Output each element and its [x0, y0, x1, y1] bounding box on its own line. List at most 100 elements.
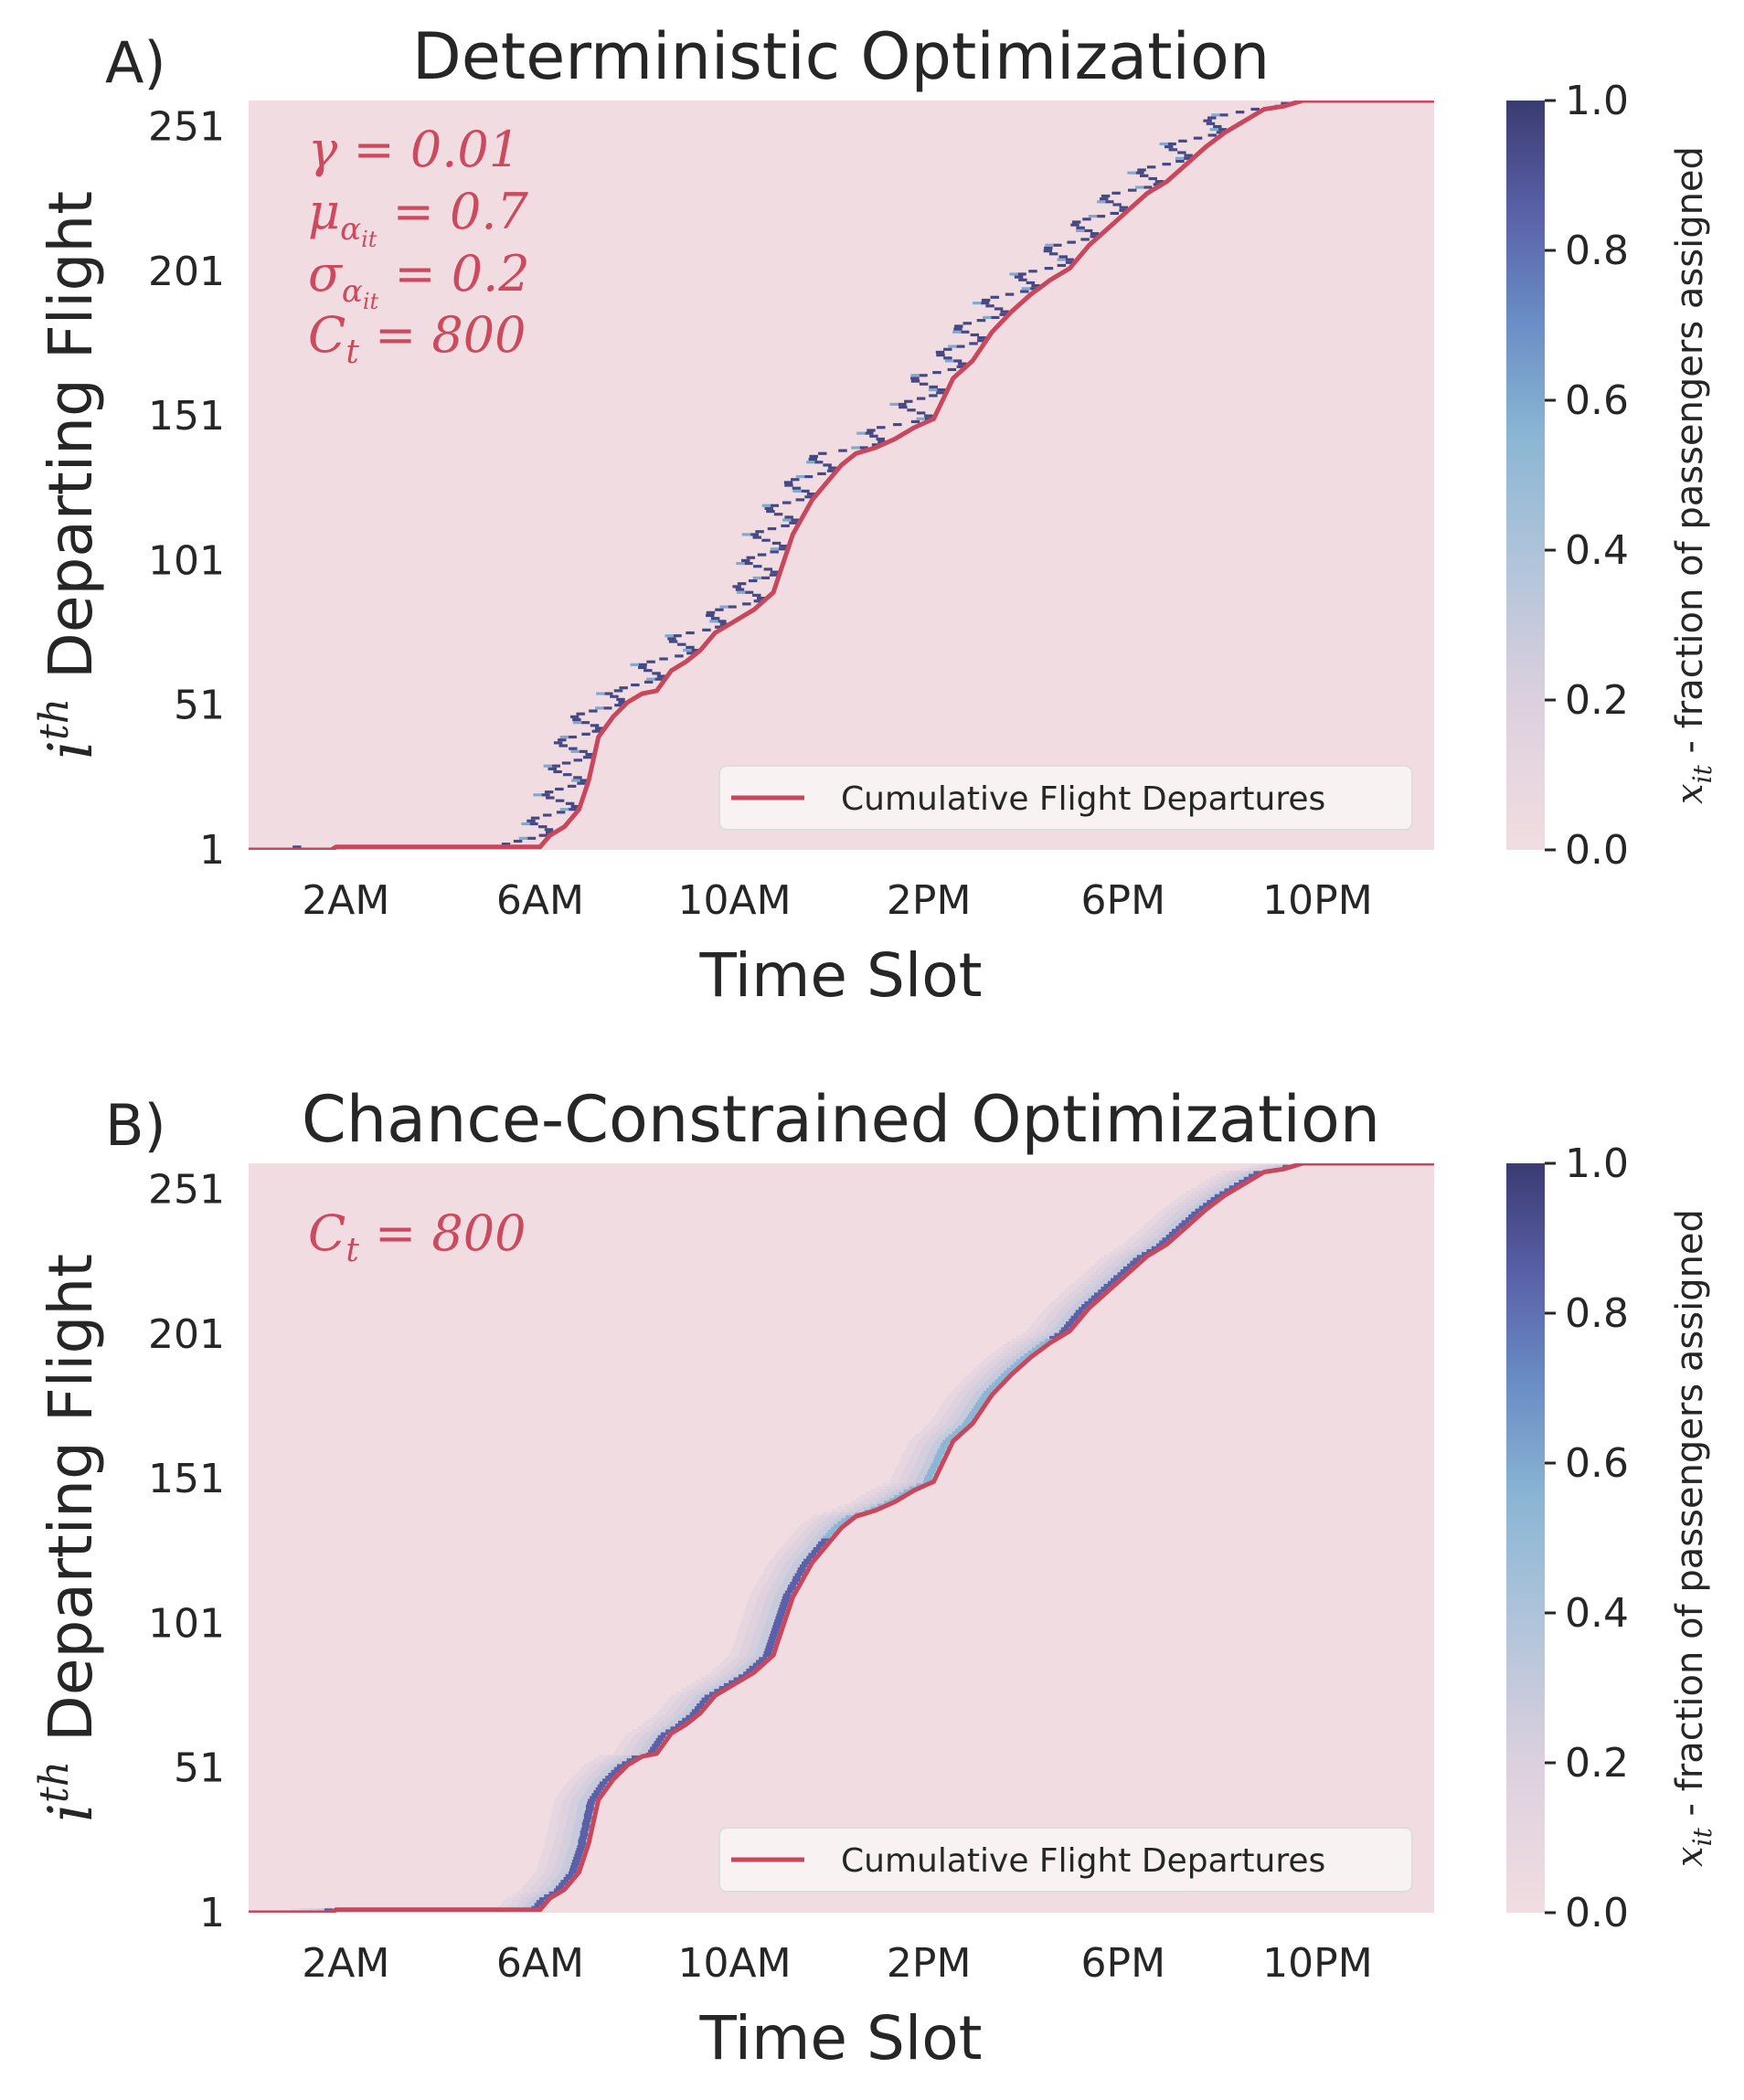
panel-b-y-axis-label: ith Departing Flight	[31, 1254, 106, 1822]
heatmap-cell	[1080, 1303, 1090, 1308]
heatmap-cell	[799, 1552, 809, 1556]
heatmap-cell	[565, 801, 575, 805]
heatmap-cell	[1143, 1231, 1154, 1236]
heatmap-cell	[572, 721, 582, 725]
heatmap-cell	[1032, 1335, 1042, 1340]
heatmap-cell	[1067, 1309, 1076, 1313]
heatmap-cell	[526, 836, 537, 840]
heatmap-cell	[554, 1836, 563, 1840]
colorbar-tick-label: 1.0	[1565, 78, 1629, 124]
heatmap-cell	[881, 1491, 891, 1496]
heatmap-cell	[1211, 113, 1220, 117]
heatmap-cell	[1137, 1248, 1147, 1253]
heatmap-cell	[938, 1407, 948, 1412]
heatmap-cell	[536, 1899, 545, 1904]
heatmap-cell	[1063, 1298, 1072, 1301]
heatmap-cell	[960, 330, 970, 334]
heatmap-cell	[589, 1784, 598, 1787]
heatmap-cell	[906, 1480, 916, 1484]
heatmap-cell	[545, 831, 555, 834]
heatmap-cell	[987, 1355, 996, 1360]
heatmap-cell	[539, 1859, 548, 1863]
heatmap-cell	[948, 1405, 958, 1409]
heatmap-cell	[689, 1711, 698, 1715]
heatmap-cell	[686, 631, 695, 635]
heatmap-cell	[645, 1725, 654, 1730]
heatmap-cell	[761, 1630, 771, 1634]
heatmap-cell	[977, 1387, 986, 1392]
heatmap-cell	[676, 642, 686, 646]
heatmap-cell	[547, 1832, 557, 1837]
heatmap-cell	[838, 449, 847, 452]
heatmap-cell	[1052, 1318, 1061, 1322]
heatmap-cell	[750, 1656, 760, 1660]
heatmap-cell	[548, 1856, 558, 1860]
heatmap-cell	[509, 1902, 518, 1906]
heatmap-cell	[1094, 1263, 1103, 1267]
heatmap-cell	[760, 1610, 770, 1614]
heatmap-cell	[792, 1532, 802, 1536]
heatmap-cell	[883, 1500, 893, 1504]
heatmap-cell	[991, 1382, 1001, 1385]
heatmap-cell	[1100, 1286, 1110, 1290]
heatmap-cell	[763, 1601, 772, 1606]
heatmap-cell	[889, 1480, 899, 1484]
heatmap-cell	[564, 1856, 574, 1860]
heatmap-cell	[694, 1705, 703, 1710]
heatmap-cell	[803, 1538, 814, 1542]
heatmap-cell	[791, 1543, 801, 1547]
heatmap-cell	[808, 1523, 818, 1527]
heatmap-cell	[1191, 1187, 1200, 1192]
heatmap-cell	[801, 489, 810, 493]
heatmap-cell	[602, 1769, 611, 1773]
heatmap-cell	[583, 1812, 592, 1817]
heatmap-cell	[729, 1653, 739, 1658]
heatmap-cell	[766, 1641, 775, 1646]
heatmap-cell	[666, 1700, 675, 1703]
heatmap-cell	[1126, 1263, 1135, 1267]
heatmap-cell	[546, 796, 555, 800]
heatmap-cell	[596, 692, 605, 695]
heatmap-cell	[897, 1465, 906, 1469]
heatmap-cell	[912, 1448, 922, 1452]
heatmap-cell	[924, 1459, 933, 1464]
heatmap-cell	[741, 558, 750, 562]
heatmap-cell	[1069, 1315, 1079, 1319]
heatmap-cell	[1104, 1274, 1114, 1278]
heatmap-cell	[978, 1370, 988, 1374]
heatmap-cell	[315, 1908, 324, 1912]
heatmap-cell	[904, 1448, 914, 1452]
heatmap-cell	[922, 1480, 931, 1484]
heatmap-cell	[768, 1589, 778, 1594]
panel-a-heatmap-cells	[292, 101, 1290, 849]
heatmap-cell	[675, 654, 684, 658]
panel-a-y-axis-label: ith Departing Flight	[31, 191, 106, 759]
heatmap-cell	[927, 1469, 937, 1472]
heatmap-cell	[686, 1705, 696, 1710]
heatmap-cell	[522, 1896, 532, 1901]
heatmap-cell	[528, 1888, 538, 1892]
heatmap-cell	[1076, 228, 1085, 233]
colorbar-tick-label: 0.2	[1565, 1740, 1629, 1787]
heatmap-cell	[543, 1871, 553, 1874]
heatmap-cell	[771, 1601, 781, 1606]
heatmap-cell	[1181, 1219, 1190, 1224]
heatmap-cell	[1141, 1251, 1150, 1256]
heatmap-cell	[1229, 1179, 1239, 1183]
heatmap-cell	[1068, 1286, 1077, 1290]
heatmap-cell	[1060, 1326, 1069, 1331]
heatmap-cell	[816, 1523, 826, 1527]
heatmap-cell	[580, 779, 589, 782]
heatmap-cell	[710, 1670, 719, 1675]
heatmap-cell	[964, 1375, 974, 1380]
heatmap-cell	[1028, 270, 1037, 273]
heatmap-cell	[776, 1589, 785, 1594]
heatmap-cell	[635, 1732, 645, 1735]
heatmap-cell	[541, 1882, 551, 1886]
heatmap-cell	[907, 1477, 917, 1481]
colorbar-tick-label: 0.4	[1565, 527, 1629, 574]
heatmap-cell	[1252, 1170, 1262, 1174]
heatmap-cell	[889, 1491, 899, 1496]
heatmap-cell	[1095, 1283, 1104, 1288]
